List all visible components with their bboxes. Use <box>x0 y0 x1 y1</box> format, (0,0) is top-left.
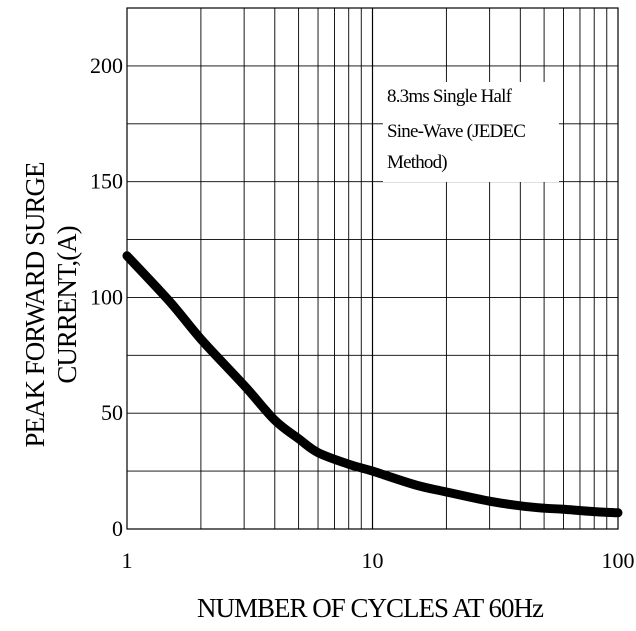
x-tick-labels: 1 10 100 <box>122 548 635 573</box>
y-tick-label: 0 <box>112 516 123 541</box>
x-tick-label: 100 <box>602 548 635 573</box>
y-axis-title-line-1: PEAK FORWARD SURGE <box>20 162 50 448</box>
x-tick-label: 10 <box>362 548 384 573</box>
annotation-background <box>383 82 559 182</box>
y-axis-title-line-2: CURRENT,(A) <box>52 226 82 383</box>
y-tick-label: 150 <box>90 169 123 194</box>
surge-curve <box>122 251 623 518</box>
y-tick-labels: 0 50 100 150 200 <box>90 53 123 541</box>
y-tick-label: 50 <box>101 400 123 425</box>
annotation-line-1: 8.3ms Single Half <box>387 86 513 107</box>
x-tick-label: 1 <box>122 548 133 573</box>
y-tick-label: 200 <box>90 53 123 78</box>
annotation-line-3: Method) <box>387 152 447 173</box>
annotation-line-2: Sine-Wave (JEDEC <box>387 121 525 142</box>
x-axis-title: NUMBER OF CYCLES AT 60Hz <box>197 593 544 623</box>
plot-frame <box>126 7 619 530</box>
y-tick-label: 100 <box>90 284 123 309</box>
